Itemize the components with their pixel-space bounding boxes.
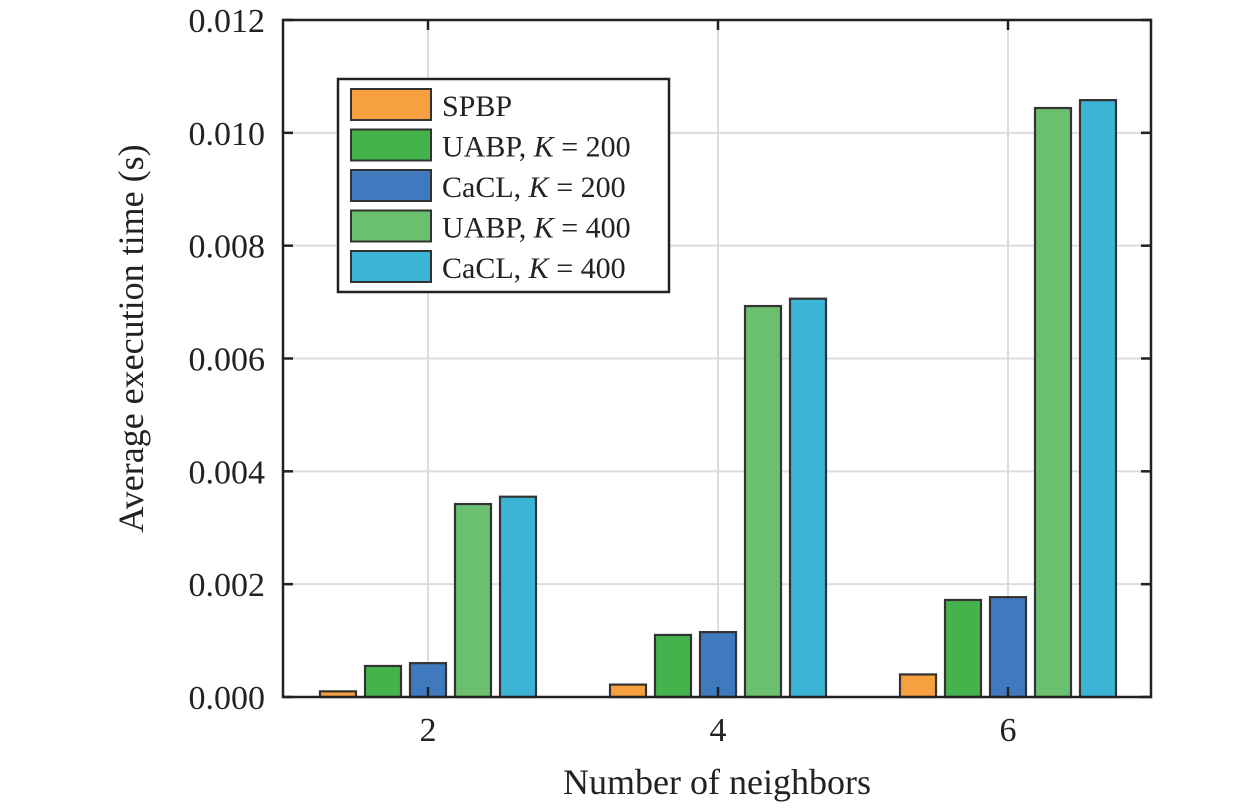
axis-ticks: 0.000 0.002 0.004 0.006 0.008 0.010 0.012 2 4 6 — [189, 3, 1151, 749]
bar-uabp-k-200-6 — [943, 598, 983, 699]
y-tick-label: 0.008 — [189, 229, 266, 266]
bar-cacl-k-400-4 — [788, 297, 828, 699]
y-tick-label: 0.006 — [189, 342, 266, 379]
legend-label-main: CaCL, — [442, 252, 529, 285]
x-tick-label: 6 — [1000, 712, 1017, 749]
y-tick-label: 0.004 — [189, 454, 266, 491]
legend-label-variable: K — [528, 171, 551, 204]
bar-uabp-k-400-4 — [743, 304, 783, 699]
legend-label-main: UABP, — [442, 212, 534, 245]
bar-uabp-k-400-6 — [1033, 106, 1073, 699]
legend-swatch — [350, 88, 432, 121]
legend-swatch — [350, 209, 432, 243]
legend-label-value: = 400 — [549, 252, 626, 285]
legend-label-value: = 400 — [554, 212, 631, 245]
legend-label: UABP, K = 400 — [442, 212, 631, 245]
legend-label-variable: K — [528, 252, 551, 285]
bar-cacl-k-400-2 — [498, 495, 538, 699]
bar-spbp-4 — [608, 683, 648, 699]
legend-label-value: = 200 — [549, 171, 626, 204]
y-tick-label: 0.002 — [189, 567, 266, 604]
legend-swatch — [350, 250, 432, 283]
bar-spbp-6 — [898, 673, 938, 699]
x-tick-label: 2 — [420, 712, 437, 749]
legend-label-value: = 200 — [554, 131, 631, 164]
legend-label: CaCL, K = 200 — [442, 171, 626, 204]
y-axis-label: Average execution time (s) — [111, 144, 151, 532]
bars — [318, 99, 1118, 699]
y-tick-label: 0.000 — [189, 680, 266, 717]
y-tick-label: 0.012 — [189, 3, 266, 40]
legend-swatch — [350, 128, 432, 162]
bar-cacl-k-200-6 — [988, 596, 1028, 699]
bar-uabp-k-200-2 — [363, 664, 403, 699]
bar-uabp-k-200-4 — [653, 633, 693, 699]
x-axis-label: Number of neighbors — [563, 762, 871, 802]
legend-swatch — [350, 169, 432, 202]
x-tick-label: 4 — [710, 712, 727, 749]
y-tick-label: 0.010 — [189, 116, 266, 153]
legend-label-variable: K — [533, 212, 556, 245]
legend-label: CaCL, K = 400 — [442, 252, 626, 285]
bar-cacl-k-400-6 — [1078, 99, 1118, 699]
legend-label-main: UABP, — [442, 131, 534, 164]
legend-label-variable: K — [533, 131, 556, 164]
legend-label-main: SPBP — [442, 90, 512, 123]
bar-uabp-k-400-2 — [453, 502, 493, 699]
legend-label: SPBP — [442, 90, 512, 123]
legend-label: UABP, K = 200 — [442, 131, 631, 164]
legend-label-main: CaCL, — [442, 171, 529, 204]
